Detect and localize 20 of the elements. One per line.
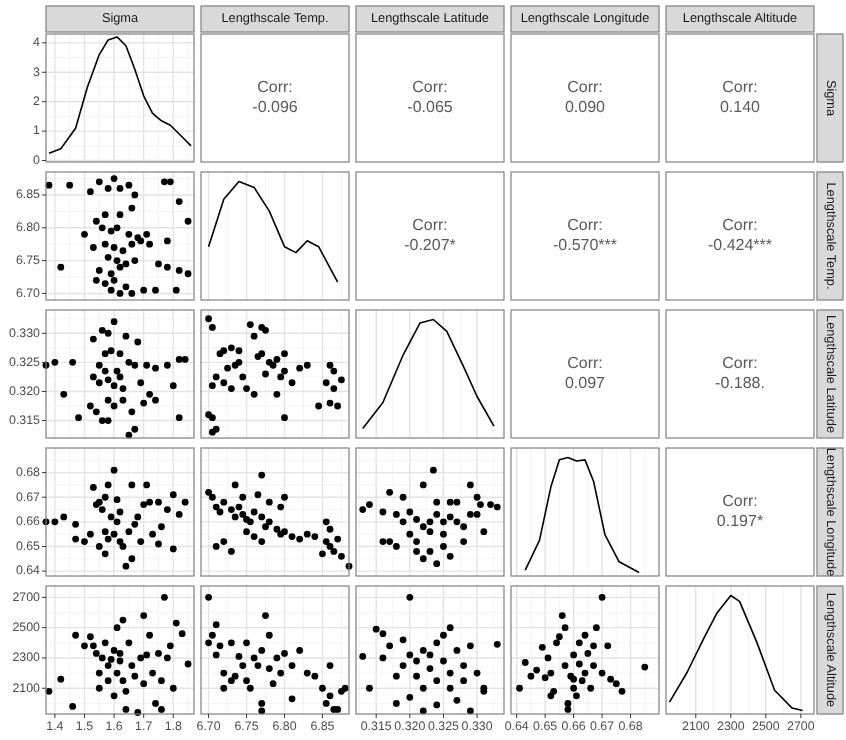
text: 0.197* (716, 512, 764, 531)
text: Corr: (722, 216, 758, 235)
text: 0.090 (564, 98, 607, 117)
text: Corr: (257, 78, 293, 97)
text: Corr: (567, 216, 603, 235)
text: Corr: (567, 354, 603, 373)
text: -0.188. (715, 374, 765, 393)
text: -0.065 (407, 98, 454, 117)
text: Corr: (412, 78, 448, 97)
text: Corr: (722, 354, 758, 373)
text: -0.424*** (707, 236, 773, 255)
text: -0.570*** (552, 236, 618, 255)
text: 0.140 (719, 98, 762, 117)
text: -0.207* (404, 236, 456, 255)
text: Corr: (722, 78, 758, 97)
text: Corr: (567, 78, 603, 97)
text: Corr: (722, 492, 758, 511)
text: Corr: (412, 216, 448, 235)
text: 0.097 (564, 374, 607, 393)
text: -0.096 (252, 98, 299, 117)
